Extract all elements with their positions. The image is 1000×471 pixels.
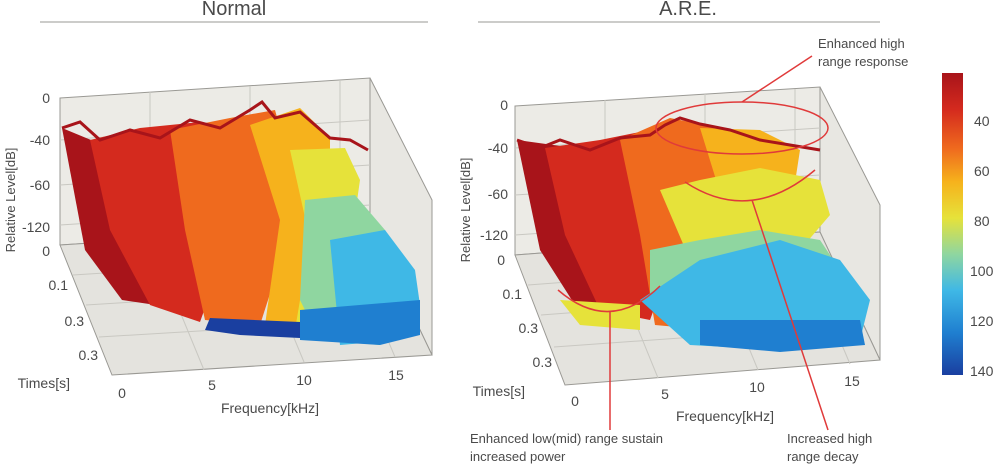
are-x-tick-2: 10 [749,379,765,395]
normal-y-axis-label: Relative Level[dB] [3,148,18,253]
colorbar-tick-140: 140 [970,363,994,379]
colorbar: 40 60 80 100 120 140 [942,73,994,379]
are-y-axis-label: Relative Level[dB] [458,158,473,263]
are-z-tick-0: 0 [497,252,505,268]
normal-x-tick-0: 0 [118,385,126,401]
annotation-high-decay: Increased high range decay [684,169,872,464]
panel-are-title: A.R.E. [659,0,717,20]
are-y-tick-3: -120 [480,227,508,243]
normal-z-tick-1: 0.1 [49,277,69,293]
normal-z-tick-0: 0 [42,243,50,259]
normal-x-axis-label: Frequency[kHz] [221,400,319,416]
are-z-tick-3: 0.3 [533,354,553,370]
normal-y-tick-0: 0 [42,90,50,106]
normal-x-tick-2: 10 [296,372,312,388]
normal-y-tick-3: -120 [22,219,50,235]
panel-normal-title: Normal [202,0,266,20]
are-z-tick-1: 0.1 [503,286,523,302]
are-x-tick-3: 15 [844,373,860,389]
are-y-tick-0: 0 [500,97,508,113]
panel-normal: Normal 0 -40 -60 -120 Relative Level[dB [3,0,433,416]
panel-are: A.R.E. 0 -40 -60 -120 Relative Level[dB [458,0,908,464]
normal-z-tick-3: 0.3 [79,347,99,363]
are-y-tick-2: -60 [488,186,508,202]
normal-y-tick-1: -40 [30,132,50,148]
annotation-high-decay-line1: Increased high [787,431,872,446]
colorbar-tick-120: 120 [970,313,994,329]
are-x-tick-0: 0 [571,393,579,409]
normal-z-tick-2: 0.3 [65,313,85,329]
are-x-tick-1: 5 [661,386,669,402]
colorbar-tick-80: 80 [974,213,990,229]
annotation-high-response-line2: range response [818,54,908,69]
are-y-tick-1: -40 [488,140,508,156]
colorbar-gradient [942,73,963,375]
annotation-high-response-line1: Enhanced high [818,36,905,51]
colorbar-tick-100: 100 [970,263,994,279]
colorbar-tick-40: 40 [974,113,990,129]
normal-y-tick-2: -60 [30,177,50,193]
are-z-axis-label: Times[s] [473,383,525,399]
colorbar-tick-60: 60 [974,163,990,179]
normal-z-axis-label: Times[s] [18,375,70,391]
panel-normal-surface [61,99,420,345]
normal-x-tick-1: 5 [208,377,216,393]
are-z-tick-2: 0.3 [519,320,539,336]
panel-are-surface [516,116,870,352]
annotation-low-sustain-line1: Enhanced low(mid) range sustain [470,431,663,446]
annotation-high-decay-line2: range decay [787,449,859,464]
normal-x-tick-3: 15 [388,367,404,383]
annotation-high-response: Enhanced high range response [655,36,908,155]
annotation-low-sustain-line2: increased power [470,449,566,464]
are-x-axis-label: Frequency[kHz] [676,408,774,424]
annotation-low-sustain: Enhanced low(mid) range sustain increase… [470,285,663,464]
